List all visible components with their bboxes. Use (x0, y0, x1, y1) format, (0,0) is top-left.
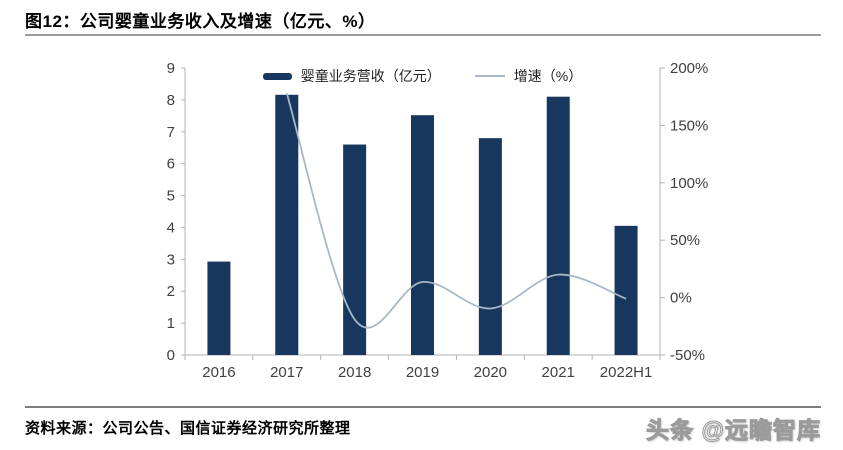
left-axis-label: 4 (167, 219, 175, 236)
left-axis-label: 3 (167, 251, 175, 268)
x-axis-label: 2019 (406, 364, 439, 381)
left-axis-label: 7 (167, 124, 175, 141)
left-axis-label: 5 (167, 188, 175, 205)
figure-title: 图12：公司婴童业务收入及增速（亿元、%） (25, 12, 376, 31)
legend-item-growth: 增速（%） (474, 66, 583, 86)
source-note: 资料来源：公司公告、国信证券经济研究所整理 (25, 420, 351, 437)
x-axis-label: 2018 (338, 364, 371, 381)
right-axis-label: 150% (670, 117, 708, 134)
right-axis-label: 0% (670, 290, 692, 307)
chart-canvas: 0 1 2 3 4 5 6 7 8 9 -50% 0% 50% 100% 150% 200% 2016 2017 2… (167, 60, 709, 381)
bar-2022H1 (614, 225, 638, 355)
bar-2016 (207, 261, 231, 355)
right-axis-label: 50% (670, 232, 700, 249)
left-axis-label: 2 (167, 283, 175, 300)
chart-legend: 婴童业务营收（亿元） 增速（%） (185, 66, 660, 86)
x-axis-label: 2016 (202, 364, 235, 381)
left-axis-label: 6 (167, 156, 175, 173)
bar-2020 (478, 138, 502, 355)
left-axis-label: 8 (167, 92, 175, 109)
bar-2017 (275, 94, 299, 355)
watermark-toutiao: 头条 @远瞻智库 (646, 417, 821, 444)
left-axis-label: 9 (167, 60, 175, 77)
legend-item-revenue: 婴童业务营收（亿元） (262, 66, 441, 86)
x-axis-label: 2022H1 (600, 364, 653, 381)
left-axis-label: 1 (167, 315, 175, 332)
legend-growth-label: 增速（%） (513, 68, 583, 84)
right-axis-label: -50% (670, 347, 705, 364)
legend-revenue-label: 婴童业务营收（亿元） (300, 68, 441, 84)
x-axis-label: 2021 (542, 364, 575, 381)
bar-2021 (546, 96, 570, 355)
right-axis-label: 100% (670, 175, 708, 192)
title-divider (25, 34, 821, 36)
bar-2018 (343, 144, 367, 355)
legend-bar-marker (262, 72, 292, 80)
left-axis-label: 0 (167, 347, 175, 364)
x-axis-label: 2020 (474, 364, 507, 381)
footer-divider (25, 406, 821, 408)
right-axis-label: 200% (670, 60, 708, 77)
x-axis-label: 2017 (270, 364, 303, 381)
legend-line-marker (474, 75, 505, 77)
growth-line (285, 92, 627, 329)
bar-2019 (411, 115, 434, 355)
